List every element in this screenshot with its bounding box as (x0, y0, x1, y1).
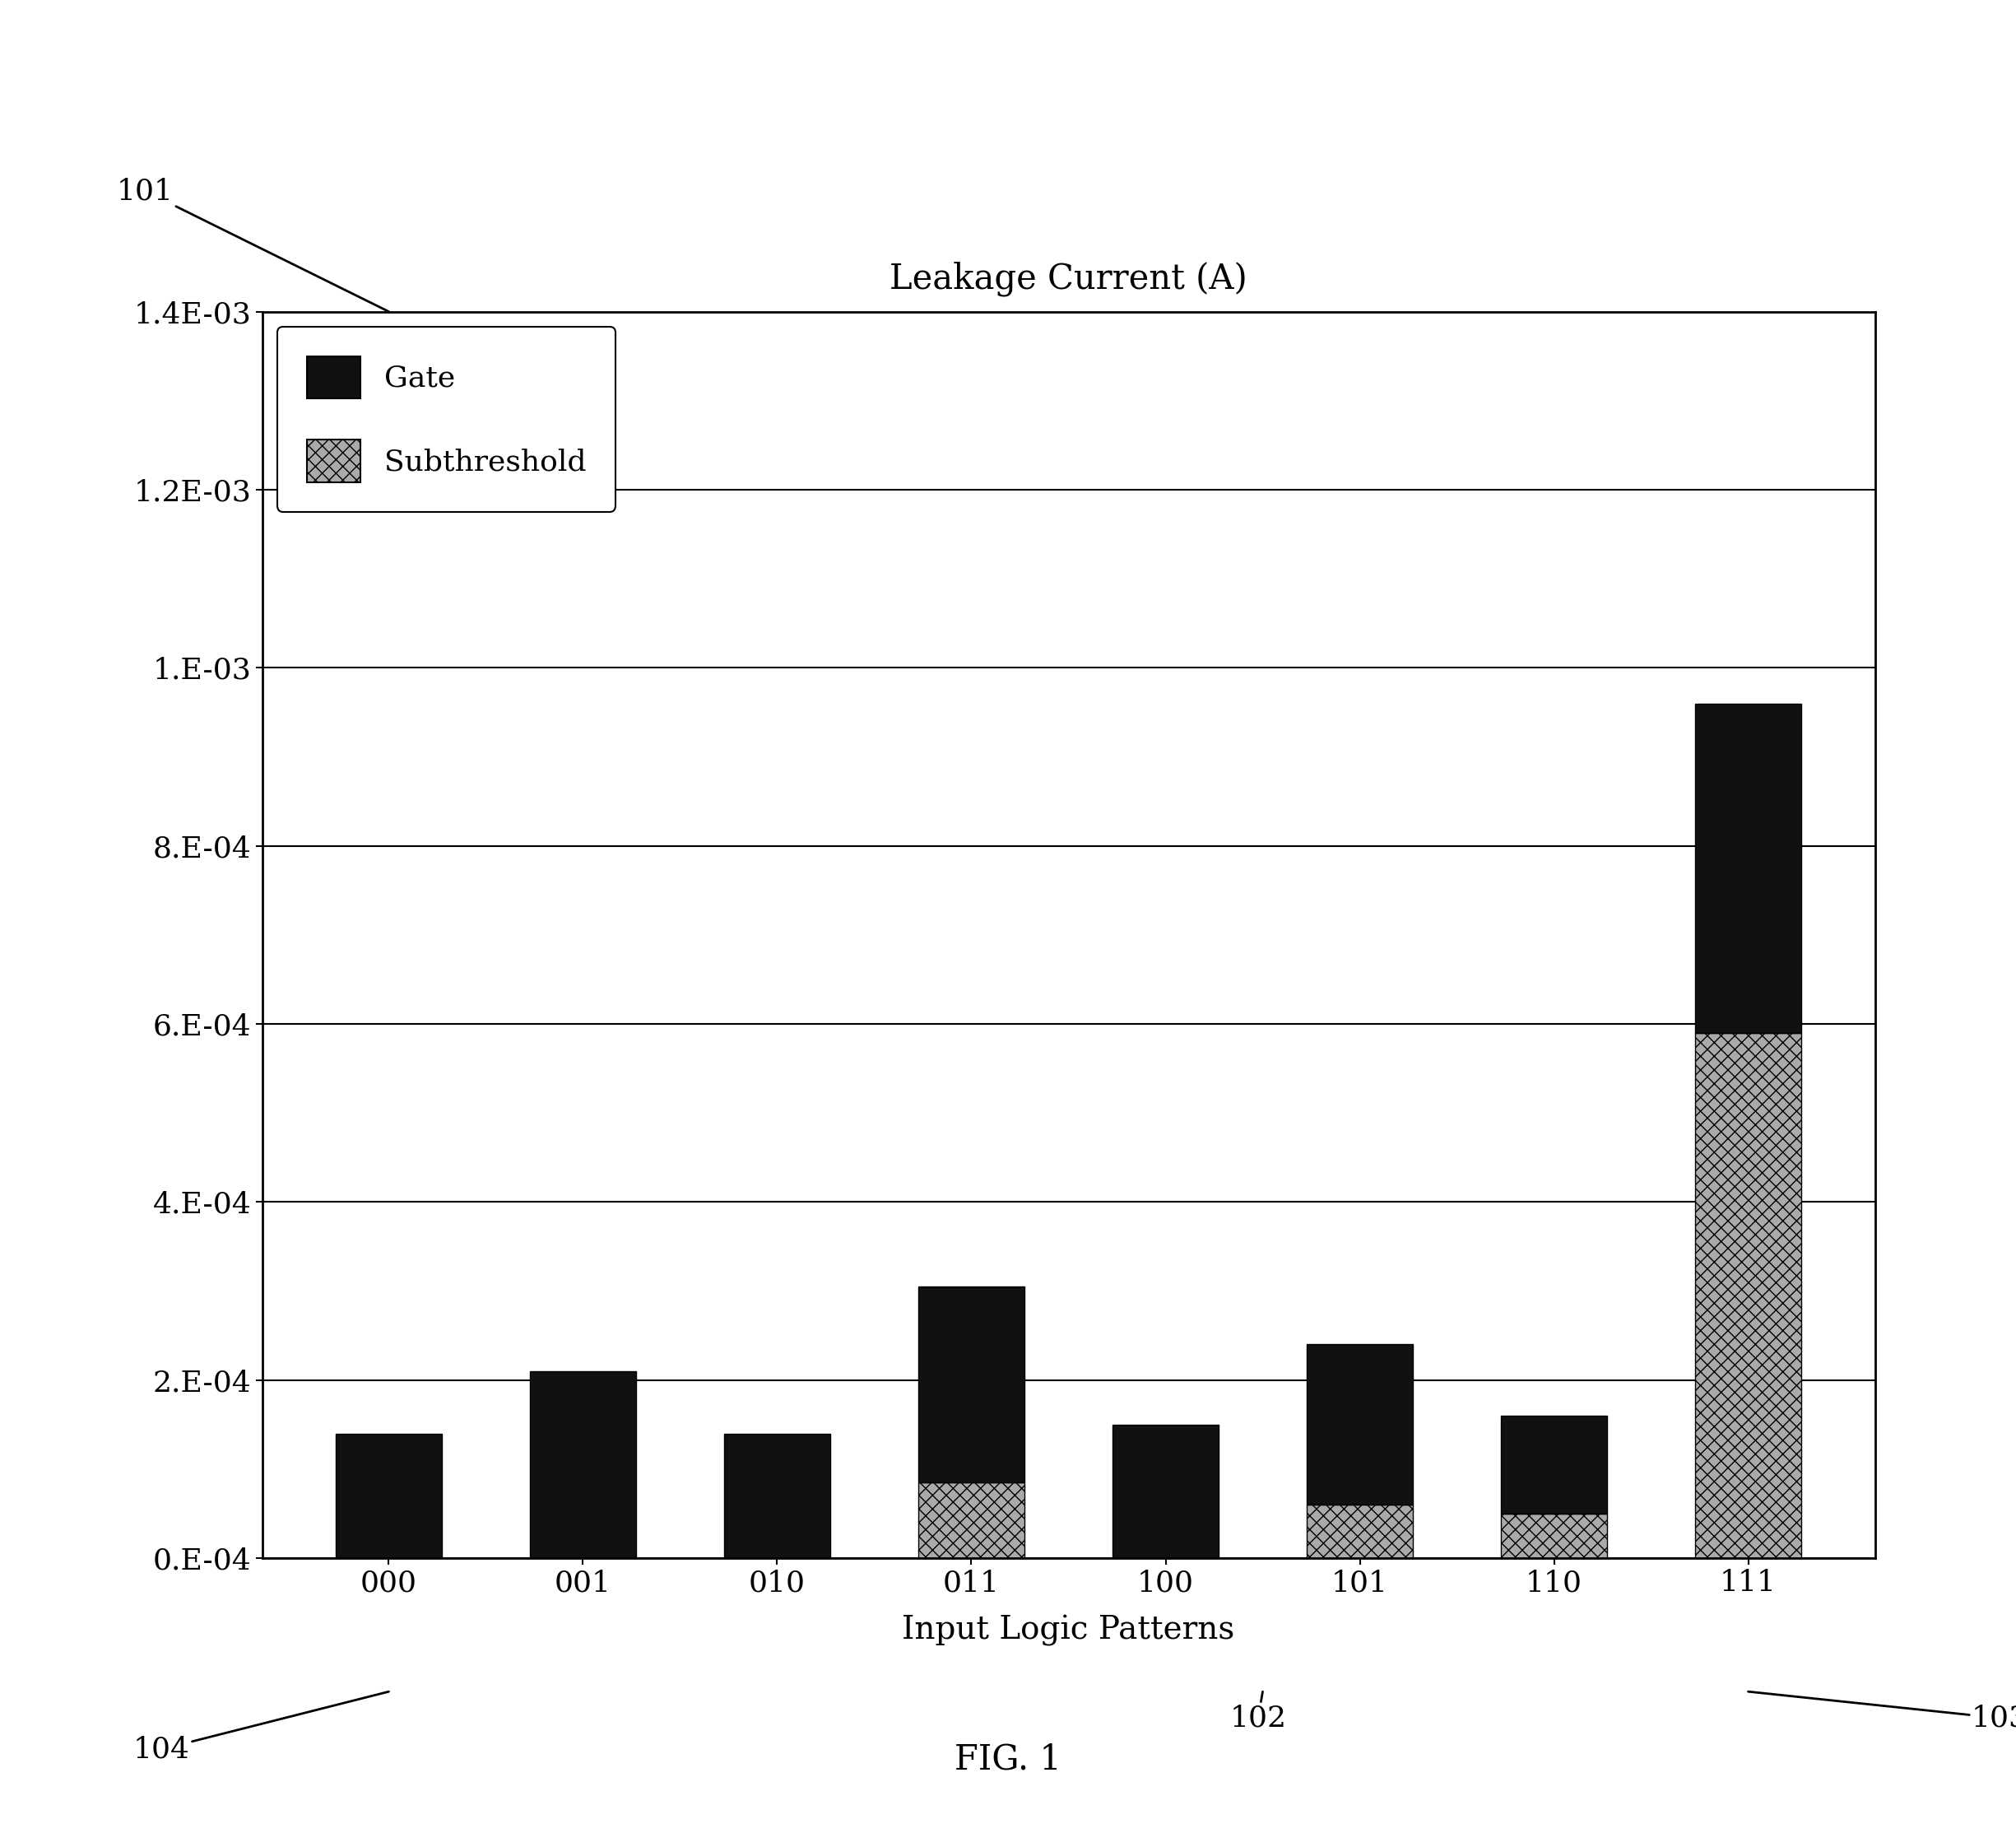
Bar (1306, 1505, 1413, 1558)
Text: 101: 101 (117, 178, 389, 312)
Bar (1500, 1415, 1607, 1514)
Title: Leakage Current (A): Leakage Current (A) (889, 262, 1248, 297)
Bar (1695, 704, 1802, 1032)
Bar (335, 1433, 442, 1558)
Text: 103: 103 (1748, 1692, 2016, 1732)
Bar (917, 1287, 1024, 1483)
Text: 102: 102 (1230, 1692, 1286, 1732)
Bar (1500, 1514, 1607, 1558)
Bar (917, 1483, 1024, 1558)
Bar (724, 1433, 831, 1558)
X-axis label: Input Logic Patterns: Input Logic Patterns (903, 1615, 1234, 1646)
Text: 104: 104 (133, 1692, 389, 1763)
Bar (1695, 1032, 1802, 1558)
Text: FIG. 1: FIG. 1 (956, 1743, 1060, 1776)
Bar (1306, 1344, 1413, 1505)
Bar (1113, 1424, 1220, 1558)
Legend: Gate, Subthreshold: Gate, Subthreshold (276, 326, 615, 511)
Bar (530, 1371, 637, 1558)
